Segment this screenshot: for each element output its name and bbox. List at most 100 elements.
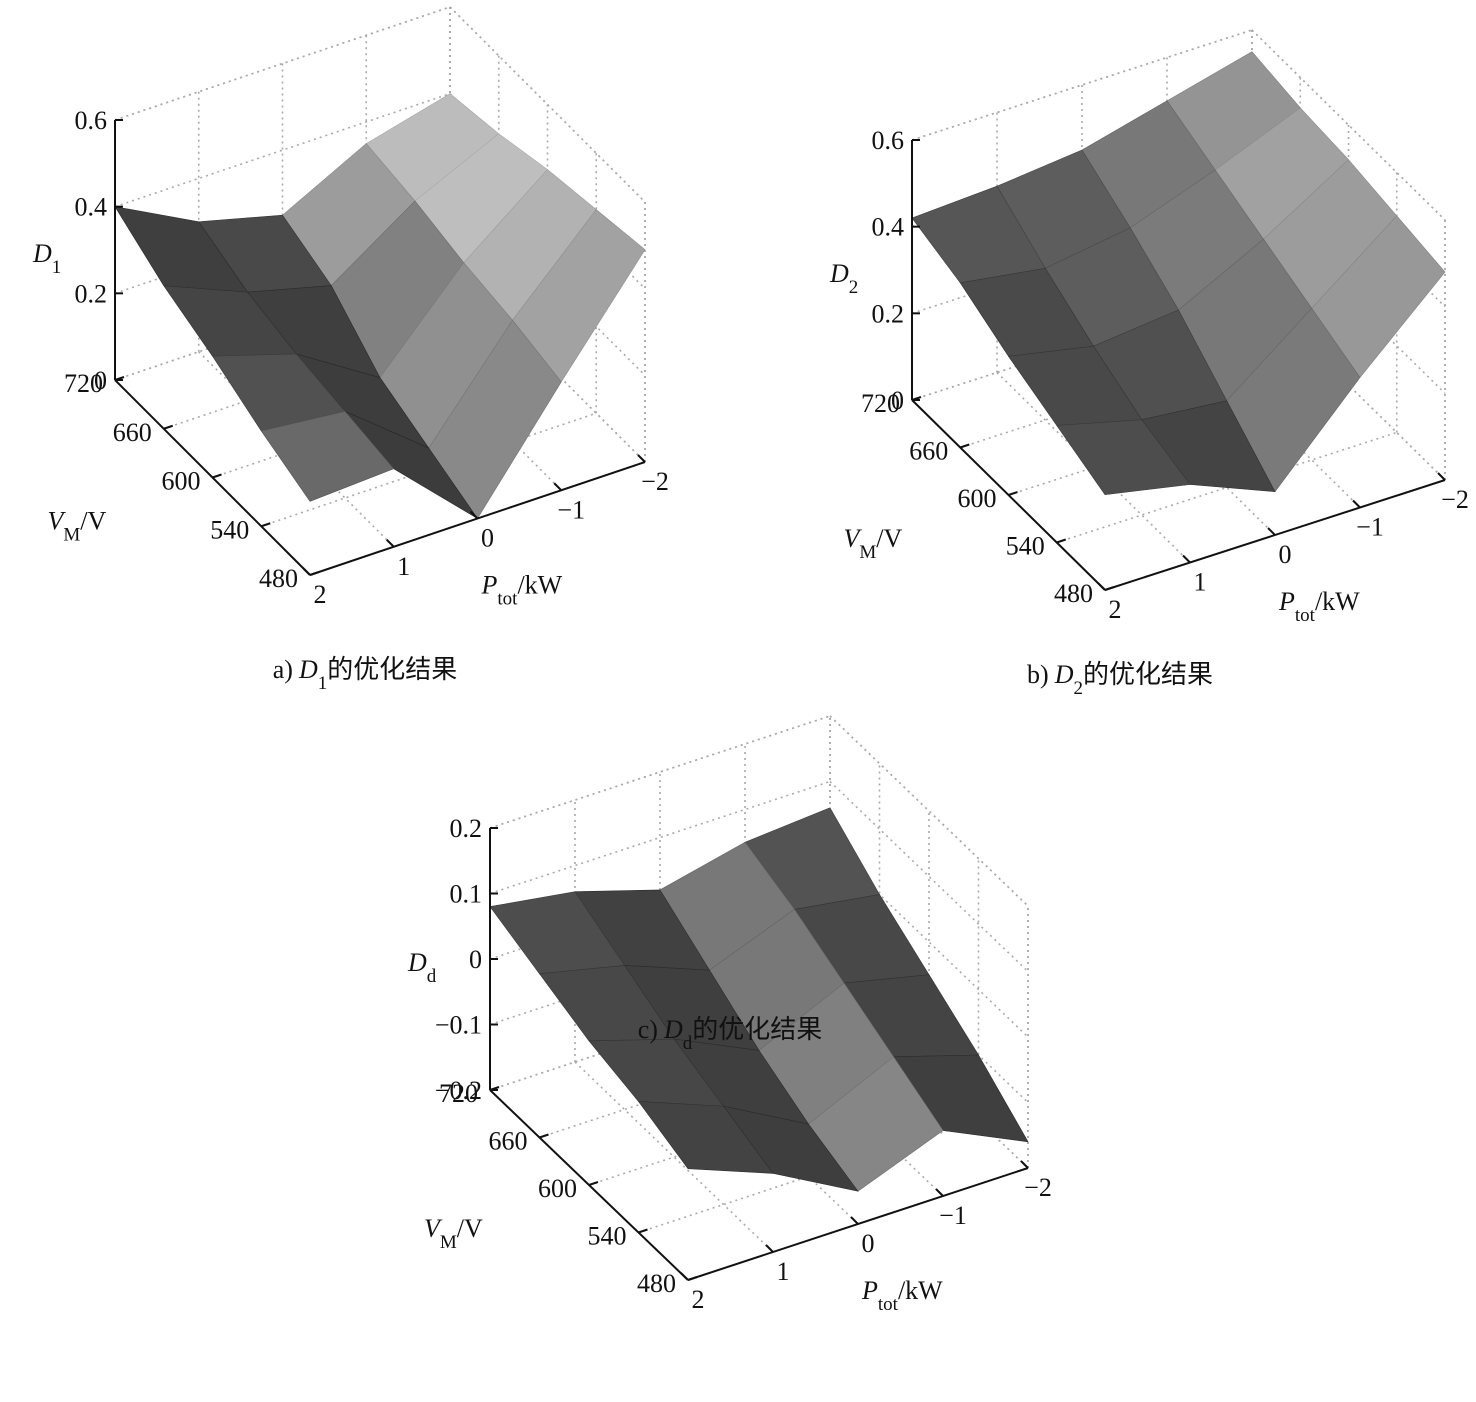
- tick-mark: [469, 510, 479, 520]
- tick-mark: [1352, 499, 1361, 509]
- x-tick-label: −1: [557, 495, 585, 524]
- surface-patch: [260, 410, 395, 502]
- grid-line: [829, 846, 1029, 1038]
- x-axis-label-var: P: [481, 571, 498, 600]
- caption-var: D: [1054, 660, 1074, 689]
- x-tick-label: 0: [1279, 540, 1292, 569]
- tick-mark: [1267, 527, 1276, 536]
- y-tick-label: 720: [861, 389, 900, 418]
- caption-label: b): [1027, 660, 1049, 689]
- z-axis-label-sub: 1: [52, 257, 62, 278]
- grid-line: [114, 6, 451, 121]
- x-tick-label: −1: [939, 1201, 967, 1230]
- grid-line: [449, 266, 646, 463]
- z-axis-label: D2: [829, 259, 858, 298]
- surface-patch: [1056, 419, 1191, 495]
- tick-mark: [959, 443, 970, 449]
- y-axis-label-var: V: [48, 507, 67, 536]
- z-axis-label: Dd: [407, 948, 437, 987]
- grid-line: [449, 6, 646, 203]
- tick-mark: [260, 522, 271, 528]
- y-axis-label: VM/V: [844, 524, 903, 563]
- z-tick-label: −0.1: [435, 1011, 482, 1040]
- tick-mark: [1437, 472, 1446, 481]
- y-tick-label: 720: [64, 369, 103, 398]
- y-axis-label: VM/V: [424, 1214, 483, 1253]
- grid-line: [449, 179, 646, 376]
- tick-mark: [687, 1276, 698, 1281]
- y-axis-label-unit: /V: [80, 507, 106, 536]
- y-tick-label: 660: [909, 437, 948, 466]
- tick-mark: [212, 473, 222, 479]
- caption-sub: 2: [1073, 678, 1083, 699]
- x-tick-label: −2: [1441, 485, 1469, 514]
- y-tick-label: 480: [259, 564, 298, 593]
- caption: c) Dd的优化结果: [638, 1015, 823, 1054]
- z-axis-label: D1: [32, 239, 61, 278]
- x-tick-label: −2: [641, 467, 669, 496]
- x-tick-label: 2: [1109, 595, 1122, 624]
- x-axis-label-sub: tot: [1295, 605, 1316, 626]
- y-axis-label-var: V: [844, 524, 863, 553]
- x-tick-label: −2: [1024, 1173, 1052, 1202]
- tick-mark: [302, 567, 311, 576]
- grid-line: [829, 715, 1029, 907]
- caption-text: 的优化结果: [1083, 660, 1213, 689]
- x-tick-label: 2: [692, 1285, 705, 1314]
- z-tick-label: 0: [469, 945, 482, 974]
- y-tick-label: 540: [588, 1222, 627, 1251]
- grid-line: [365, 294, 562, 491]
- x-axis-label-unit: /kW: [517, 571, 562, 600]
- tick-mark: [1056, 538, 1067, 544]
- grid-line: [744, 1005, 944, 1197]
- caption: b) D2的优化结果: [1027, 660, 1213, 699]
- tick-mark: [309, 571, 320, 576]
- tick-mark: [539, 1133, 549, 1139]
- y-axis-label-sub: M: [63, 524, 80, 545]
- y-tick-label: 540: [1006, 532, 1045, 561]
- grid-line: [574, 1061, 774, 1253]
- z-axis-label-var: D: [407, 948, 427, 977]
- y-tick-label: 660: [489, 1127, 528, 1156]
- y-tick-label: 600: [958, 484, 997, 513]
- tick-mark: [163, 424, 174, 430]
- y-tick-label: 480: [637, 1269, 676, 1298]
- y-axis-label-unit: /V: [876, 524, 902, 553]
- tick-mark: [637, 454, 646, 463]
- tick-mark: [588, 1181, 599, 1186]
- z-tick-label: 0: [891, 386, 904, 415]
- caption-label: c): [638, 1015, 658, 1044]
- y-axis-label: VM/V: [48, 507, 107, 546]
- y-axis-label-sub: M: [859, 542, 876, 563]
- tick-mark: [553, 482, 562, 491]
- z-tick-label: 0: [94, 366, 107, 395]
- caption-var: D: [663, 1015, 683, 1044]
- tick-mark: [850, 1216, 859, 1225]
- x-tick-label: 1: [1194, 568, 1207, 597]
- tick-mark: [638, 1228, 648, 1234]
- x-axis-label-sub: tot: [878, 1294, 899, 1315]
- grid-line: [114, 92, 451, 208]
- tick-mark: [1008, 491, 1018, 496]
- z-axis-label-sub: d: [427, 966, 437, 987]
- z-tick-label: 0.2: [450, 814, 483, 843]
- x-axis-label-unit: /kW: [898, 1276, 943, 1305]
- x-tick-label: −1: [1356, 513, 1384, 542]
- tick-mark: [114, 376, 125, 381]
- y-axis-label-sub: M: [440, 1232, 457, 1253]
- z-tick-label: 0.6: [75, 106, 108, 135]
- x-axis-label-sub: tot: [497, 588, 518, 609]
- z-axis-label-sub: 2: [849, 277, 859, 298]
- grid-line: [659, 1033, 859, 1225]
- tick-mark: [489, 1086, 500, 1091]
- z-tick-label: 0.2: [75, 279, 108, 308]
- y-tick-label: 480: [1054, 579, 1093, 608]
- caption-text: 的优化结果: [692, 1015, 822, 1044]
- tick-mark: [1097, 582, 1106, 591]
- y-tick-label: 540: [210, 515, 249, 544]
- x-tick-label: 0: [862, 1229, 875, 1258]
- x-axis-label-var: P: [1278, 587, 1295, 616]
- x-tick-label: 2: [314, 580, 327, 609]
- tick-mark: [680, 1272, 689, 1281]
